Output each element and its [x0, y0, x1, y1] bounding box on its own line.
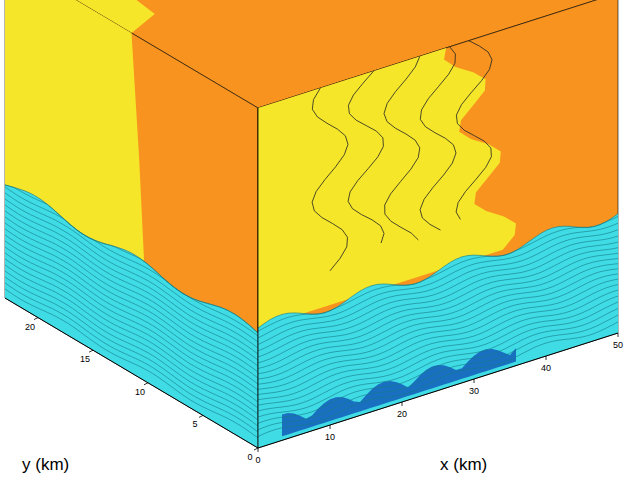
svg-text:y (km): y (km) [22, 455, 69, 474]
svg-text:20: 20 [25, 322, 35, 332]
svg-text:10: 10 [135, 387, 145, 397]
svg-text:40: 40 [541, 363, 551, 373]
svg-text:15: 15 [80, 354, 90, 364]
svg-text:x (km): x (km) [440, 455, 487, 474]
svg-text:50: 50 [613, 340, 623, 350]
svg-text:20: 20 [397, 409, 407, 419]
svg-text:0: 0 [255, 455, 260, 465]
svg-text:0: 0 [247, 452, 252, 462]
svg-text:10: 10 [325, 432, 335, 442]
svg-text:5: 5 [192, 419, 197, 429]
svg-text:30: 30 [469, 386, 479, 396]
